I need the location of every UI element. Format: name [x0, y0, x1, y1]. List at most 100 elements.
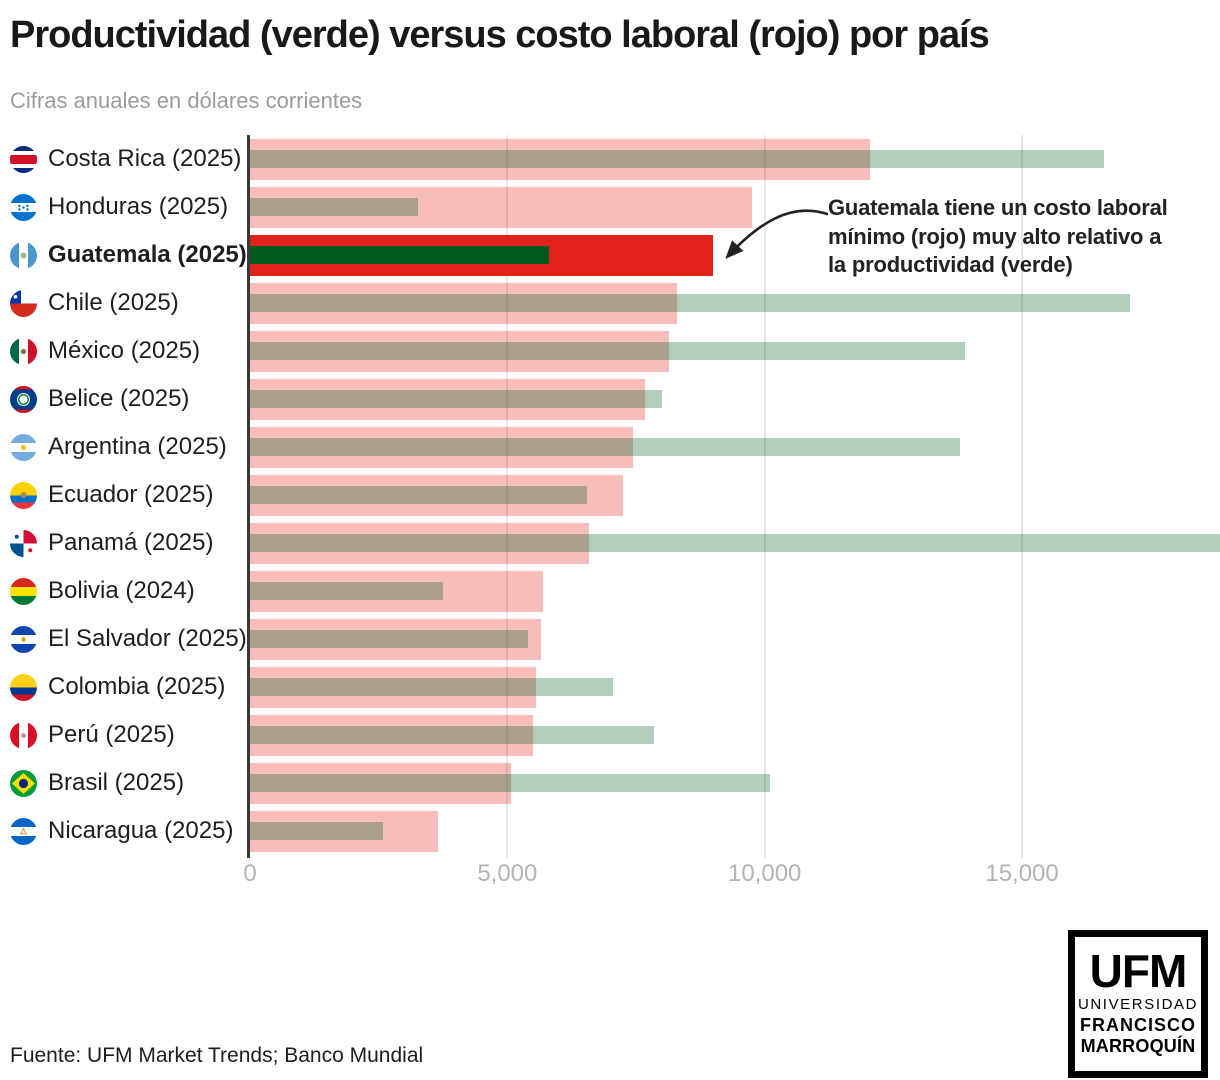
bar-productividad [250, 150, 1105, 168]
flag-costa-rica-icon [10, 145, 37, 173]
country-label: Argentina (2025) [10, 423, 227, 471]
country-row: México (2025) [0, 327, 1220, 375]
flag-belice-icon [10, 385, 37, 413]
x-tick-label: 10,000 [727, 860, 802, 887]
country-row: Nicaragua (2025) [0, 807, 1220, 855]
flag-argentina-icon [10, 433, 37, 461]
country-row: Colombia (2025) [0, 663, 1220, 711]
bar-costo-laboral [250, 570, 544, 612]
logo-francisco-text: FRANCISCO [1080, 1014, 1196, 1035]
bar-productividad [250, 486, 588, 504]
country-row: El Salvador (2025) [0, 615, 1220, 663]
country-label: Brasil (2025) [10, 759, 184, 807]
flag-honduras-icon [10, 193, 37, 221]
annotation-text: Guatemala tiene un costo laboral mínimo … [828, 195, 1168, 278]
bar-group [250, 567, 1220, 615]
country-label: Colombia (2025) [10, 663, 225, 711]
country-label: El Salvador (2025) [10, 615, 247, 663]
bar-costo-laboral [250, 330, 670, 372]
page-title: Productividad (verde) versus costo labor… [10, 14, 990, 56]
country-row: Argentina (2025) [0, 423, 1220, 471]
country-label-text: Ecuador (2025) [48, 481, 214, 508]
page-subtitle: Cifras anuales en dólares corrientes [10, 88, 363, 113]
country-label-text: Perú (2025) [48, 721, 175, 748]
bar-productividad [250, 438, 961, 456]
country-label: Bolivia (2024) [10, 567, 195, 615]
flag-chile-icon [10, 289, 37, 317]
country-label: Belice (2025) [10, 375, 189, 423]
bar-costo-laboral [250, 810, 438, 852]
flag-mexico-icon [10, 337, 37, 365]
bar-productividad [250, 678, 613, 696]
country-row: Panamá (2025) [0, 519, 1220, 567]
country-label-text: Costa Rica (2025) [48, 145, 242, 172]
country-label-text: México (2025) [48, 337, 201, 364]
bar-group [250, 327, 1220, 375]
bar-productividad [250, 774, 770, 792]
country-label-text: Chile (2025) [48, 289, 179, 316]
flag-panama-icon [10, 529, 37, 557]
bar-costo-laboral [250, 474, 624, 516]
bar-productividad [250, 198, 419, 216]
country-row: Costa Rica (2025) [0, 135, 1220, 183]
bar-productividad [250, 534, 1220, 552]
bar-productividad [250, 294, 1131, 312]
country-label-text: Guatemala (2025) [48, 241, 247, 268]
x-tick-label: 0 [243, 860, 257, 887]
flag-el-salvador-icon [10, 625, 37, 653]
x-tick-label: 15,000 [985, 860, 1059, 887]
bar-costo-laboral [250, 762, 512, 804]
x-tick-label: 5,000 [477, 860, 538, 887]
y-axis-spine [247, 135, 250, 858]
country-label-text: Panamá (2025) [48, 529, 214, 556]
bar-costo-laboral [250, 666, 536, 708]
logo-marroquin-text: MARROQUÍN [1080, 1035, 1196, 1056]
gridline [1021, 135, 1024, 858]
bar-costo-laboral [250, 378, 645, 420]
bar-costo-laboral [250, 522, 589, 564]
bar-group [250, 711, 1220, 759]
bar-group [250, 615, 1220, 663]
gridline [763, 135, 766, 858]
ufm-logo: UFM UNIVERSIDAD FRANCISCO MARROQUÍN [1068, 930, 1208, 1078]
bar-productividad [250, 342, 966, 360]
bar-group [250, 663, 1220, 711]
bar-group [250, 183, 1220, 231]
bar-group [250, 279, 1220, 327]
country-label-text: Colombia (2025) [48, 673, 226, 700]
flag-brasil-icon [10, 769, 37, 797]
country-row: Chile (2025) [0, 279, 1220, 327]
country-row: Ecuador (2025) [0, 471, 1220, 519]
bar-productividad [250, 246, 549, 264]
bar-group [250, 519, 1220, 567]
country-label-text: Bolivia (2024) [48, 577, 195, 604]
country-row: Belice (2025) [0, 375, 1220, 423]
bar-productividad [250, 630, 528, 648]
bar-costo-laboral [250, 138, 871, 180]
bar-costo-laboral [250, 714, 534, 756]
bar-group [250, 807, 1220, 855]
flag-peru-icon [10, 721, 37, 749]
country-label: Costa Rica (2025) [10, 135, 241, 183]
country-label-text: Argentina (2025) [48, 433, 227, 460]
flag-nicaragua-icon [10, 817, 37, 845]
bar-group [250, 471, 1220, 519]
country-label: México (2025) [10, 327, 200, 375]
bar-productividad [250, 822, 383, 840]
country-label-text: Nicaragua (2025) [48, 817, 234, 844]
flag-ecuador-icon [10, 481, 37, 509]
country-row: Guatemala (2025) [0, 231, 1220, 279]
logo-ufm-text: UFM [1089, 945, 1188, 998]
country-label: Panamá (2025) [10, 519, 213, 567]
country-label: Ecuador (2025) [10, 471, 213, 519]
annotation-arrow-icon [725, 209, 829, 259]
country-label-text: Belice (2025) [48, 385, 190, 412]
flag-colombia-icon [10, 673, 37, 701]
bar-productividad [250, 390, 662, 408]
country-label: Nicaragua (2025) [10, 807, 233, 855]
bar-productividad [250, 726, 655, 744]
bar-group [250, 375, 1220, 423]
flag-bolivia-icon [10, 577, 37, 605]
country-row: Bolivia (2024) [0, 567, 1220, 615]
